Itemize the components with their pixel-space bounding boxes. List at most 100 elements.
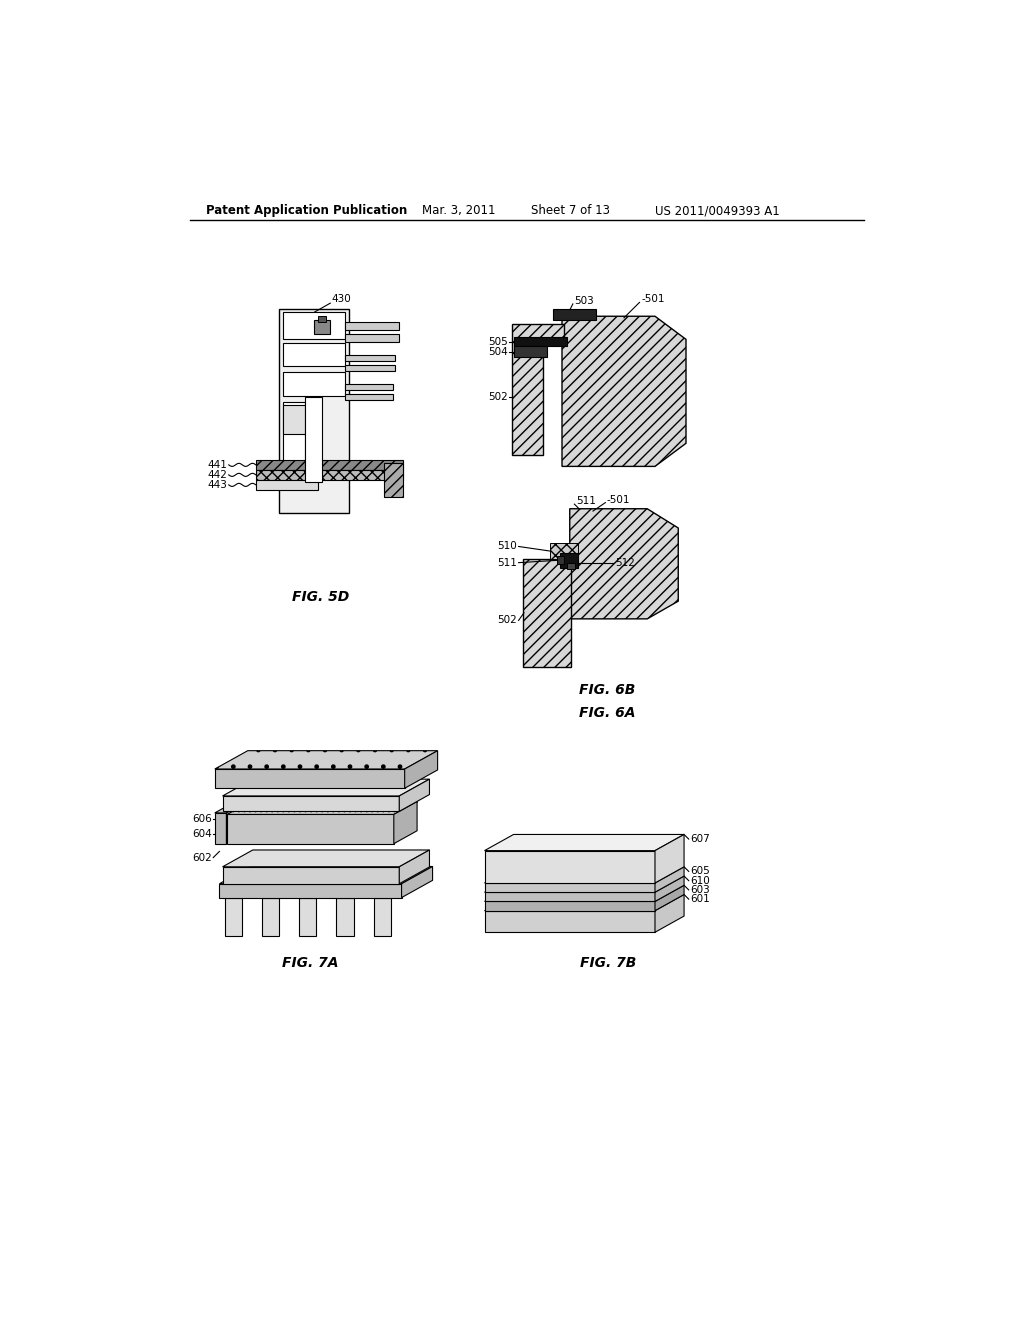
Text: 607: 607	[690, 834, 710, 843]
Bar	[256, 470, 403, 480]
Text: 603: 603	[690, 884, 710, 895]
Text: 601: 601	[690, 894, 710, 904]
Text: 441: 441	[207, 459, 227, 470]
Text: 505: 505	[488, 337, 508, 347]
Text: -501: -501	[641, 294, 665, 305]
Bar	[256, 461, 403, 470]
Polygon shape	[484, 834, 684, 850]
Polygon shape	[222, 779, 429, 796]
Polygon shape	[655, 867, 684, 892]
Polygon shape	[550, 544, 578, 558]
Text: 511: 511	[498, 557, 517, 568]
Polygon shape	[562, 317, 686, 466]
Polygon shape	[484, 892, 655, 902]
Text: 602: 602	[191, 853, 212, 862]
Polygon shape	[655, 895, 684, 932]
Text: FIG. 6B: FIG. 6B	[579, 682, 635, 697]
Polygon shape	[215, 813, 226, 843]
Text: 604: 604	[191, 829, 212, 840]
Polygon shape	[484, 911, 655, 932]
Bar	[554, 309, 596, 321]
Text: FIG. 7B: FIG. 7B	[581, 956, 637, 970]
Text: 443: 443	[207, 480, 227, 490]
Polygon shape	[401, 866, 432, 898]
Polygon shape	[655, 876, 684, 902]
Text: FIG. 5D: FIG. 5D	[292, 590, 349, 605]
Polygon shape	[655, 834, 684, 883]
Polygon shape	[484, 876, 684, 892]
Text: 603: 603	[399, 779, 419, 789]
Polygon shape	[226, 796, 257, 843]
Text: 430: 430	[332, 293, 351, 304]
Text: US 2011/0049393 A1: US 2011/0049393 A1	[655, 205, 779, 218]
Text: 442: 442	[207, 470, 227, 480]
Polygon shape	[215, 751, 437, 770]
Polygon shape	[484, 895, 684, 911]
Polygon shape	[404, 751, 437, 788]
Text: 502: 502	[498, 615, 517, 626]
Bar	[299, 898, 316, 936]
Text: 502: 502	[488, 392, 508, 403]
Polygon shape	[484, 850, 655, 883]
Bar	[345, 384, 393, 391]
Polygon shape	[484, 886, 684, 902]
Polygon shape	[655, 886, 684, 911]
Polygon shape	[215, 770, 404, 788]
Bar	[283, 405, 305, 434]
Bar	[283, 343, 345, 367]
Text: 605: 605	[690, 866, 710, 876]
Bar	[345, 322, 399, 330]
Text: 601: 601	[399, 795, 419, 805]
Bar	[256, 480, 317, 490]
Bar	[560, 553, 578, 568]
Polygon shape	[227, 801, 417, 814]
Text: Patent Application Publication: Patent Application Publication	[206, 205, 407, 218]
Polygon shape	[222, 850, 429, 867]
Polygon shape	[569, 508, 678, 619]
Polygon shape	[219, 884, 401, 898]
Polygon shape	[222, 867, 399, 884]
Polygon shape	[222, 796, 399, 812]
Polygon shape	[219, 866, 432, 884]
Polygon shape	[512, 323, 563, 455]
Bar	[337, 898, 353, 936]
Text: 512: 512	[614, 557, 635, 568]
Bar	[557, 557, 563, 564]
Text: 510: 510	[498, 541, 517, 552]
Bar	[345, 334, 399, 342]
Bar	[374, 898, 391, 936]
Text: 606: 606	[191, 814, 212, 824]
Text: FIG. 7A: FIG. 7A	[282, 956, 338, 970]
Polygon shape	[215, 796, 257, 813]
Polygon shape	[399, 779, 429, 812]
Text: 503: 503	[574, 296, 594, 306]
Polygon shape	[484, 867, 684, 883]
Bar	[262, 898, 280, 936]
Bar	[345, 364, 395, 371]
Polygon shape	[399, 850, 429, 884]
Bar	[345, 395, 393, 400]
Bar	[280, 309, 349, 512]
Text: -501: -501	[607, 495, 631, 504]
Bar	[514, 346, 547, 358]
Bar	[283, 313, 345, 339]
Text: FIG. 6A: FIG. 6A	[579, 706, 635, 719]
Text: 504: 504	[488, 347, 508, 356]
Text: 605: 605	[399, 764, 419, 774]
Text: Mar. 3, 2011: Mar. 3, 2011	[423, 205, 496, 218]
Text: Sheet 7 of 13: Sheet 7 of 13	[531, 205, 610, 218]
Polygon shape	[484, 902, 655, 911]
Bar	[384, 462, 403, 498]
Bar	[314, 321, 330, 334]
Polygon shape	[484, 883, 655, 892]
Bar	[305, 397, 322, 482]
Bar	[283, 372, 345, 396]
Bar	[345, 355, 395, 360]
Text: 610: 610	[690, 875, 710, 886]
Polygon shape	[394, 801, 417, 843]
Text: 511: 511	[575, 496, 596, 506]
Bar	[225, 898, 242, 936]
Bar	[567, 562, 575, 569]
Bar	[514, 337, 566, 346]
Polygon shape	[523, 558, 571, 667]
